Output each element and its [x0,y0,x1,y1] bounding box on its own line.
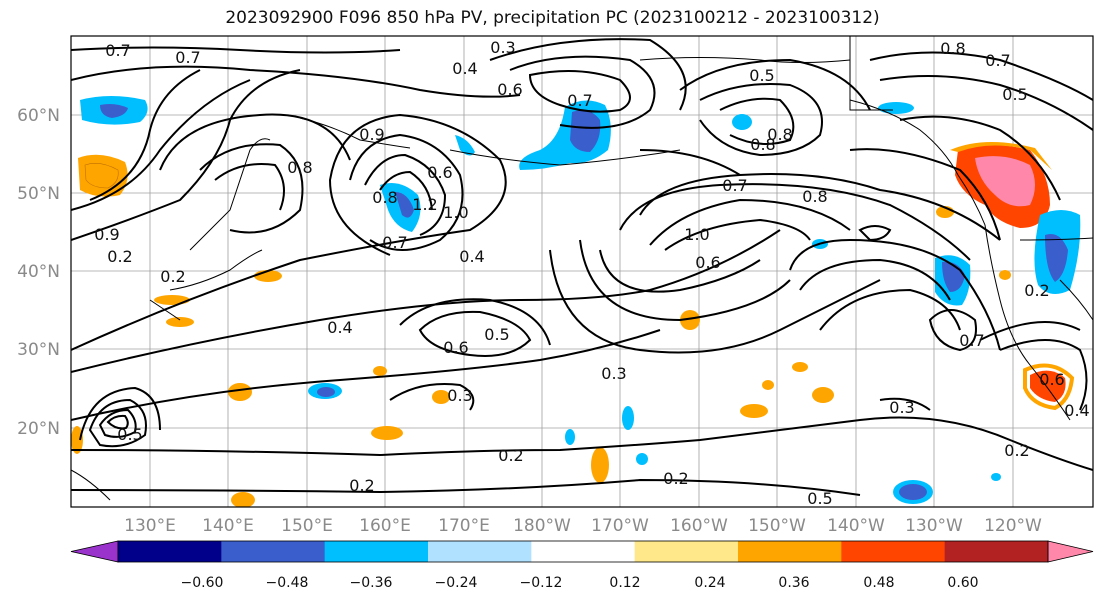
map-title: 2023092900 F096 850 hPa PV, precipitatio… [225,8,880,28]
contour-label: 0.2 [349,476,374,495]
colorbar-segment [118,541,222,562]
contour-label: 0.5 [484,325,509,344]
colorbar-tick-label: −0.60 [181,575,224,591]
lon-label: 170°E [438,516,490,536]
coastlines [71,36,1093,501]
latitude-labels: 60°N 50°N 40°N 30°N 20°N [17,106,60,439]
colorbar-extend-high [1047,540,1094,563]
colorbar-segment [428,541,532,562]
contour-label: 0.2 [160,267,185,286]
lat-label: 60°N [17,106,60,126]
contour-label: 0.6 [695,253,720,272]
contour-label: 1.0 [443,203,468,222]
contour-label: 0.2 [1024,281,1049,300]
precip-positive-coast-inner [975,156,1035,207]
contour-label: 0.4 [459,247,484,266]
lon-label: 130°E [124,516,176,536]
contour-label: 1.0 [684,225,709,244]
contour-label: 0.7 [567,91,592,110]
contour-label: 0.2 [107,247,132,266]
contour-label: 0.5 [807,489,832,508]
colorbar-tick-label: 0.36 [778,575,809,591]
colorbar-frame [117,540,1049,563]
contour-label: 0.6 [443,338,468,357]
contour-label: 0.6 [427,163,452,182]
lon-label: 150°W [748,516,806,536]
lon-label: 180°W [513,516,571,536]
colorbar-tick-label: −0.48 [266,575,309,591]
contour-label: 0.7 [959,331,984,350]
contour-label: 0.2 [1004,441,1029,460]
colorbar-segment [944,541,1049,562]
colorbar-segment [841,541,946,562]
contour-label: 0.8 [940,39,965,58]
contour-labels: 0.7 0.7 0.3 0.4 0.6 0.7 0.5 0.8 0.7 0.5 … [94,38,1089,508]
precip-positive-baja [1030,370,1066,402]
contour-label: 0.9 [94,225,119,244]
contour-label: 0.8 [767,125,792,144]
contour-label: 0.2 [663,469,688,488]
lat-label: 30°N [17,340,60,360]
colorbar-segment [634,541,739,562]
contour-label: 0.4 [327,318,352,337]
contour-label: 0.7 [105,41,130,60]
contour-label: 0.5 [1002,85,1027,104]
colorbar-tick-label: −0.12 [520,575,563,591]
contour-label: 0.3 [447,386,472,405]
lon-label: 160°E [359,516,411,536]
colorbar-tick-label: −0.24 [435,575,478,591]
colorbar-tick-label: 0.60 [947,575,978,591]
lon-label: 140°W [827,516,885,536]
precip-shading [71,96,1081,507]
lat-label: 20°N [17,419,60,439]
lat-label: 50°N [17,184,60,204]
colorbar-tick-label: −0.36 [350,575,393,591]
contour-label: 0.8 [802,187,827,206]
lon-label: 140°E [202,516,254,536]
longitude-labels: 130°E 140°E 150°E 160°E 170°E 180°W 170°… [124,516,1042,536]
lon-label: 130°W [905,516,963,536]
contour-label: 0.5 [117,425,142,444]
lon-label: 160°W [670,516,728,536]
contour-label: 0.7 [382,233,407,252]
contour-label: 0.4 [1064,401,1089,420]
lon-label: 150°E [281,516,333,536]
contour-label: 0.8 [750,135,775,154]
colorbar-tick-label: 0.48 [863,575,894,591]
contour-label: 0.4 [452,59,477,78]
map-frame [70,35,1094,508]
contour-label: 0.5 [749,66,774,85]
colorbar-extend-low [70,540,119,563]
contour-label: 0.3 [490,38,515,57]
colorbar [70,540,1094,563]
colorbar-tick-label: 0.12 [609,575,640,591]
contour-label: 0.6 [1039,370,1064,389]
colorbar-segment [738,541,842,562]
contour-label: 0.6 [497,80,522,99]
contour-label: 0.3 [889,398,914,417]
pv-contours [71,38,1093,496]
contour-label: 0.3 [601,364,626,383]
colorbar-segment [221,541,326,562]
colorbar-segment [324,541,429,562]
contour-label: 0.9 [359,125,384,144]
contour-label: 0.8 [372,188,397,207]
lon-label: 170°W [591,516,649,536]
lat-label: 40°N [17,262,60,282]
colorbar-segment [531,541,636,562]
colorbar-tick-label: 0.24 [694,575,725,591]
colorbar-ticks: −0.60 −0.48 −0.36 −0.24 −0.12 0.12 0.24 … [181,575,979,591]
contour-label: 0.8 [287,158,312,177]
contour-label: 0.2 [498,446,523,465]
contour-label: 0.7 [175,48,200,67]
contour-label: 1.2 [412,195,437,214]
contour-label: 0.7 [985,51,1010,70]
lon-label: 120°W [984,516,1042,536]
contour-label: 0.7 [722,176,747,195]
